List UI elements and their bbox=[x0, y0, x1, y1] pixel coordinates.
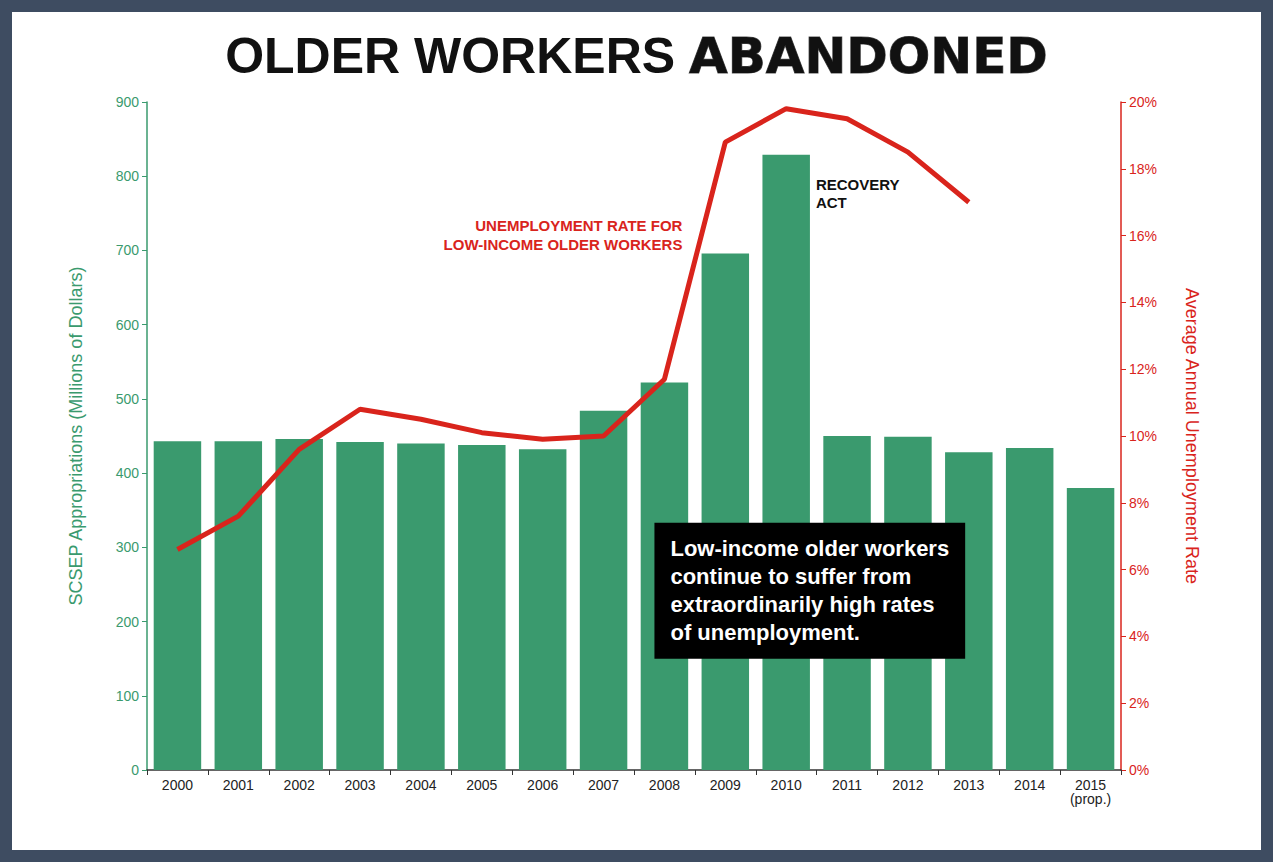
svg-text:100: 100 bbox=[116, 688, 140, 704]
svg-text:500: 500 bbox=[116, 391, 140, 407]
svg-text:(prop.): (prop.) bbox=[1070, 791, 1111, 807]
svg-text:18%: 18% bbox=[1129, 161, 1157, 177]
svg-text:RECOVERY: RECOVERY bbox=[816, 176, 900, 193]
svg-text:2006: 2006 bbox=[527, 777, 558, 793]
svg-text:2008: 2008 bbox=[649, 777, 680, 793]
svg-text:2009: 2009 bbox=[710, 777, 741, 793]
svg-text:2014: 2014 bbox=[1014, 777, 1045, 793]
svg-text:6%: 6% bbox=[1129, 562, 1149, 578]
svg-text:2%: 2% bbox=[1129, 695, 1149, 711]
svg-text:16%: 16% bbox=[1129, 228, 1157, 244]
svg-text:900: 900 bbox=[116, 94, 140, 110]
svg-text:700: 700 bbox=[116, 242, 140, 258]
svg-text:12%: 12% bbox=[1129, 361, 1157, 377]
svg-text:2013: 2013 bbox=[953, 777, 984, 793]
svg-text:LOW-INCOME OLDER WORKERS: LOW-INCOME OLDER WORKERS bbox=[444, 236, 683, 253]
svg-text:8%: 8% bbox=[1129, 495, 1149, 511]
svg-text:extraordinarily high rates: extraordinarily high rates bbox=[670, 592, 934, 617]
svg-text:2003: 2003 bbox=[344, 777, 375, 793]
svg-text:of unemployment.: of unemployment. bbox=[670, 620, 859, 645]
svg-text:14%: 14% bbox=[1129, 294, 1157, 310]
svg-text:2002: 2002 bbox=[284, 777, 315, 793]
svg-text:UNEMPLOYMENT RATE FOR: UNEMPLOYMENT RATE FOR bbox=[475, 217, 682, 234]
svg-text:2004: 2004 bbox=[405, 777, 436, 793]
svg-text:600: 600 bbox=[116, 317, 140, 333]
svg-text:2005: 2005 bbox=[466, 777, 497, 793]
svg-text:10%: 10% bbox=[1129, 428, 1157, 444]
svg-text:0%: 0% bbox=[1129, 762, 1149, 778]
svg-text:2011: 2011 bbox=[832, 777, 862, 793]
svg-text:2001: 2001 bbox=[223, 777, 254, 793]
svg-text:Average Annual Unemployment Ra: Average Annual Unemployment Rate bbox=[1182, 288, 1202, 584]
svg-text:400: 400 bbox=[116, 465, 140, 481]
svg-text:2007: 2007 bbox=[588, 777, 619, 793]
svg-text:ACT: ACT bbox=[816, 194, 847, 211]
svg-text:ABANDONED: ABANDONED bbox=[689, 27, 1048, 85]
svg-text:continue to suffer from: continue to suffer from bbox=[670, 564, 911, 589]
svg-text:200: 200 bbox=[116, 614, 140, 630]
svg-text:Low-income older workers: Low-income older workers bbox=[670, 536, 949, 561]
svg-text:4%: 4% bbox=[1129, 628, 1149, 644]
svg-text:OLDER WORKERS: OLDER WORKERS bbox=[225, 28, 689, 84]
svg-text:800: 800 bbox=[116, 168, 140, 184]
svg-text:300: 300 bbox=[116, 539, 140, 555]
svg-text:SCSEP Appropriations (Millions: SCSEP Appropriations (Millions of Dollar… bbox=[66, 267, 86, 606]
svg-text:2000: 2000 bbox=[162, 777, 193, 793]
svg-text:2010: 2010 bbox=[771, 777, 802, 793]
svg-text:0: 0 bbox=[131, 762, 139, 778]
svg-text:2015: 2015 bbox=[1075, 777, 1107, 793]
svg-text:20%: 20% bbox=[1129, 94, 1157, 110]
svg-text:2012: 2012 bbox=[892, 777, 923, 793]
